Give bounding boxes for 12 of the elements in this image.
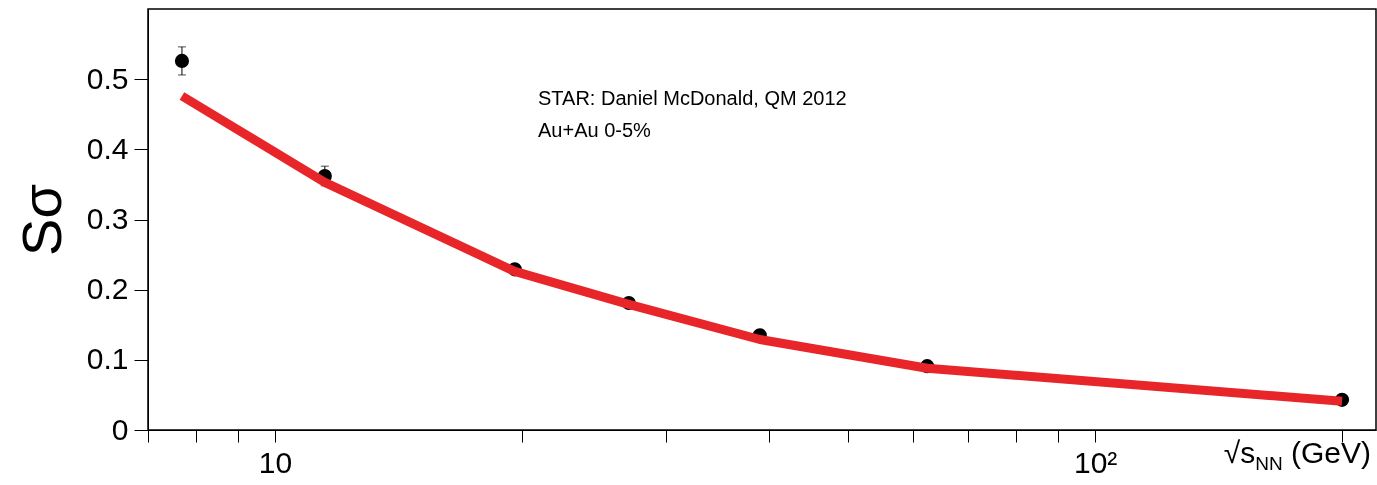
x-tick-label: 10² — [1073, 445, 1118, 479]
y-tick-label: 0.5 — [86, 61, 129, 95]
y-tick-label: 0.2 — [86, 272, 129, 306]
y-tick-label: 0.1 — [86, 342, 129, 376]
y-tick-label: 0 — [111, 412, 129, 446]
x-tick-label: 10 — [258, 445, 293, 479]
x-axis-title: √s$_{NN}$ (GeV) — [1223, 436, 1371, 475]
y-tick-label: 0.3 — [86, 202, 129, 235]
annotation: Au+Au 0-5% — [538, 119, 652, 141]
annotation: STAR: Daniel McDonald, QM 2012 — [538, 87, 847, 109]
y-axis-title: Sσ — [9, 184, 73, 256]
y-tick-label: 0.4 — [86, 131, 129, 165]
